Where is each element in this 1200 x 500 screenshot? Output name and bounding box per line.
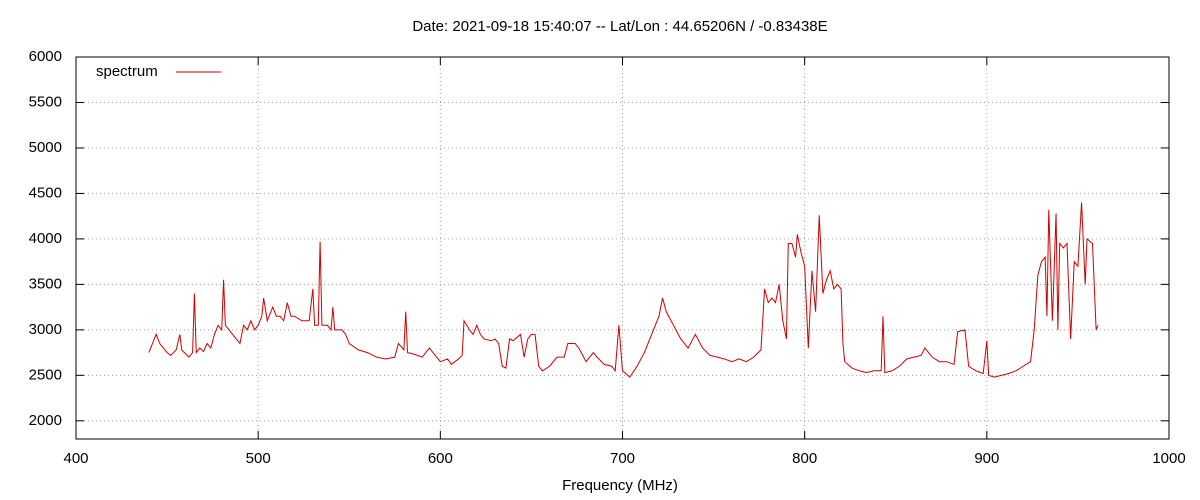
- spectrum-line: [148, 202, 1099, 378]
- x-axis-label: Frequency (MHz): [562, 477, 678, 494]
- legend-label: spectrum: [96, 63, 158, 80]
- y-tick-label: 4500: [29, 184, 62, 201]
- chart-title: Date: 2021-09-18 15:40:07 -- Lat/Lon : 4…: [412, 18, 827, 35]
- y-tick-label: 2500: [29, 366, 62, 383]
- y-tick-label: 6000: [29, 48, 62, 65]
- y-tick-label: 5500: [29, 93, 62, 110]
- y-tick-label: 5000: [29, 139, 62, 156]
- x-tick-label: 900: [974, 450, 999, 467]
- plot-frame: [75, 56, 1170, 440]
- y-tick-label: 3500: [29, 275, 62, 292]
- x-tick-label: 700: [610, 450, 635, 467]
- x-tick-label: 500: [246, 450, 271, 467]
- y-tick-label: 4000: [29, 230, 62, 247]
- y-tick-label: 3000: [29, 321, 62, 338]
- x-tick-label: 800: [792, 450, 817, 467]
- y-tick-label: 2000: [29, 412, 62, 429]
- x-tick-label: 400: [63, 450, 88, 467]
- x-tick-label: 1000: [1152, 450, 1185, 467]
- x-tick-label: 600: [428, 450, 453, 467]
